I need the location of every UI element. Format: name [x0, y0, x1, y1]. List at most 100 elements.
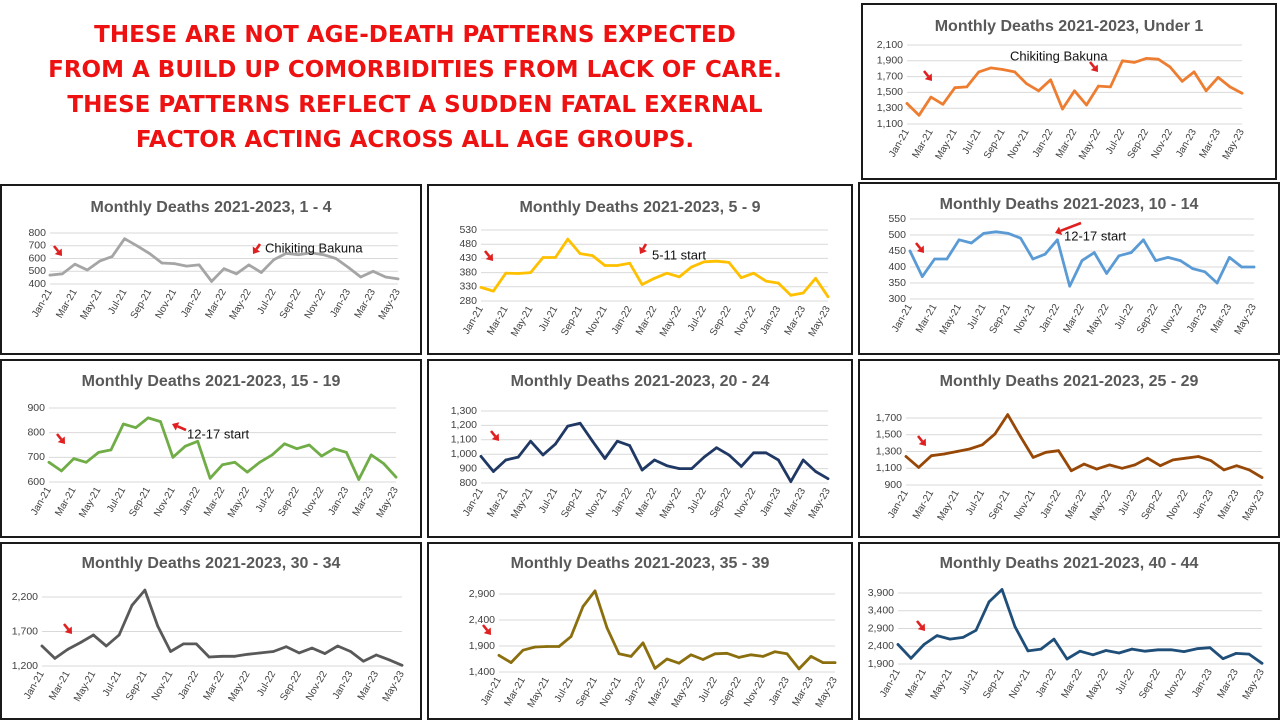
data-point	[974, 628, 978, 632]
y-tick-label: 2,100	[877, 39, 903, 51]
data-point	[1056, 238, 1059, 242]
data-point	[1078, 649, 1082, 653]
data-point	[905, 102, 909, 105]
y-tick-label: 1,200	[12, 660, 38, 672]
data-point	[554, 256, 557, 259]
data-point	[739, 465, 743, 468]
data-point	[1068, 284, 1072, 288]
y-tick-label: 1,100	[451, 434, 477, 446]
x-tick-label: Mar-22	[1062, 302, 1088, 335]
y-tick-label: 1,000	[451, 448, 477, 460]
y-tick-label: 550	[888, 213, 906, 225]
chart-svg: Monthly Deaths 2021-2023, 25 - 29 1,700 1,…	[876, 373, 1267, 522]
data-point	[689, 653, 693, 657]
data-point	[504, 271, 508, 275]
data-point	[521, 648, 525, 652]
data-point	[641, 641, 645, 645]
x-tick-label: Jul-22	[686, 486, 709, 515]
y-tick-label: 1,300	[877, 102, 903, 114]
x-tick-label: May-22	[226, 669, 252, 704]
data-point	[40, 644, 44, 648]
data-point	[297, 253, 300, 256]
data-point	[533, 645, 537, 649]
data-point	[359, 275, 363, 279]
y-tick-label: 1,900	[469, 640, 495, 652]
chart-svg: Monthly Deaths 2021-2023, 40 - 44 3,900 3,…	[868, 555, 1267, 702]
data-point	[640, 468, 644, 472]
data-point	[715, 259, 718, 263]
data-point	[1133, 61, 1136, 64]
x-tick-label: Mar-23	[353, 287, 379, 320]
x-tick-label: May-23	[1221, 127, 1247, 162]
data-point	[789, 294, 793, 297]
y-tick-label: 300	[888, 293, 906, 305]
x-tick-label: Mar-23	[1209, 302, 1235, 335]
data-point	[653, 667, 657, 670]
arrow-head	[483, 627, 491, 635]
data-point	[908, 249, 912, 253]
data-point	[492, 470, 495, 473]
x-tick-label: May-22	[1085, 667, 1111, 702]
x-tick-label: Jan-21	[479, 675, 504, 707]
data-point	[122, 422, 125, 426]
data-point	[221, 463, 224, 467]
series-line	[479, 421, 830, 484]
data-point	[1039, 647, 1043, 651]
x-tick-label: May-21	[509, 304, 535, 339]
data-point	[1247, 468, 1251, 472]
data-point	[1240, 91, 1244, 95]
data-point	[371, 269, 375, 273]
data-point	[930, 454, 933, 457]
chart-svg: Monthly Deaths 2021-2023, 1 - 4 800700600…	[28, 199, 403, 322]
y-tick-label: 1,400	[469, 666, 495, 678]
chart-panel-1-4: Monthly Deaths 2021-2023, 1 - 4 800 700 600…	[0, 184, 422, 355]
data-point	[110, 255, 114, 258]
x-tick-label: Jul-21	[537, 304, 560, 333]
y-tick-label: 2,400	[868, 640, 894, 652]
chart-panel-40-44: Monthly Deaths 2021-2023, 40 - 44 3,900 3,…	[858, 542, 1280, 720]
y-tick-label: 1,300	[451, 405, 477, 417]
x-tick-label: Mar-21	[904, 667, 930, 700]
x-tick-label: Jul-22	[1117, 488, 1140, 517]
data-point	[749, 653, 753, 657]
data-point	[653, 276, 656, 280]
x-tick-label: Jan-23	[767, 675, 792, 707]
chart-panel-35-39: Monthly Deaths 2021-2023, 35 - 39 2,900 2,…	[427, 542, 853, 720]
data-point	[504, 458, 508, 462]
data-point	[833, 661, 837, 664]
data-point	[84, 460, 88, 464]
arrow-marker	[914, 242, 922, 250]
y-tick-label: 700	[28, 240, 46, 252]
x-tick-label: Jul-22	[1114, 667, 1137, 696]
data-point	[117, 633, 121, 637]
x-tick-label: Sep-22	[708, 304, 734, 338]
data-point	[690, 467, 693, 470]
data-point	[1144, 57, 1148, 60]
y-tick-label: 1,100	[877, 118, 903, 130]
y-tick-label: 430	[459, 252, 477, 264]
data-point	[1117, 651, 1121, 655]
data-point	[1049, 78, 1052, 82]
arrow-head	[491, 433, 499, 441]
data-point	[1228, 85, 1232, 89]
data-point	[220, 655, 224, 658]
x-tick-label: Jan-21	[22, 669, 47, 701]
data-point	[677, 661, 681, 665]
data-point	[922, 643, 926, 646]
data-point	[653, 458, 656, 462]
arrow-head	[172, 422, 180, 431]
x-tick-label: Mar-21	[53, 485, 79, 518]
y-tick-label: 600	[28, 252, 46, 264]
data-point	[1052, 637, 1056, 641]
chart-title: Monthly Deaths 2021-2023, 10 - 14	[940, 196, 1199, 213]
data-point	[1095, 467, 1099, 471]
x-tick-label: Jan-23	[326, 485, 351, 517]
y-tick-label: 2,900	[868, 622, 894, 634]
y-tick-label: 1,900	[868, 658, 894, 670]
x-tick-label: May-22	[228, 287, 254, 322]
x-tick-label: Jan-23	[331, 669, 356, 701]
data-point	[509, 661, 513, 664]
data-point	[1203, 270, 1207, 274]
data-point	[233, 460, 237, 464]
x-tick-label: Sep-21	[982, 127, 1008, 161]
